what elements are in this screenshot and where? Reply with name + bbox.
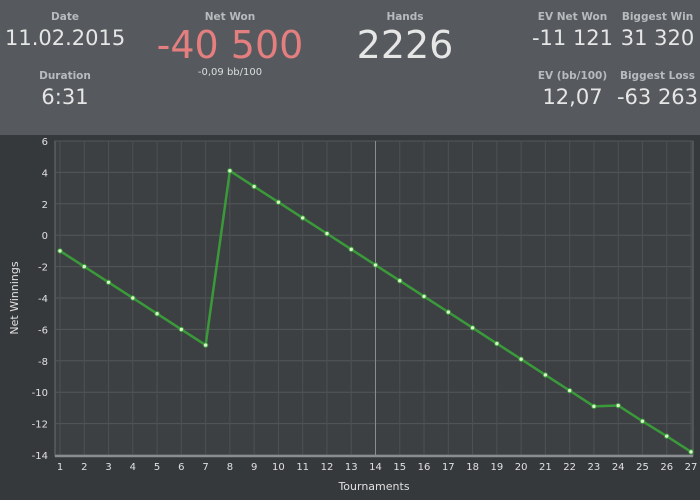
data-point[interactable] xyxy=(324,230,330,237)
data-point[interactable] xyxy=(494,340,500,347)
x-tick-label: 18 xyxy=(466,462,479,473)
y-tick-label: -4 xyxy=(38,294,48,305)
x-tick-label: 15 xyxy=(393,462,406,473)
data-point[interactable] xyxy=(81,263,87,270)
net-won-label: Net Won xyxy=(204,11,256,23)
data-point[interactable] xyxy=(251,183,257,190)
duration-value: 6:31 xyxy=(41,85,89,109)
date-stat: Date 11.02.2015 xyxy=(5,11,125,50)
x-tick-label: 21 xyxy=(539,462,552,473)
hands-value: 2226 xyxy=(356,23,454,67)
x-tick-label: 3 xyxy=(105,462,111,473)
data-point[interactable] xyxy=(688,449,694,455)
session-summary-header: Date 11.02.2015 Duration 6:31 Net Won -4… xyxy=(0,0,700,135)
net-winnings-chart[interactable]: 6 4 2 0 -2 -4 -6 -8 -10 -12 -14 1 2 3 4 5 6 7 8 9 10 11 12 13 14… xyxy=(0,135,700,496)
data-point[interactable] xyxy=(178,326,185,333)
biggest-loss-stat: Biggest Loss -63 263 xyxy=(615,70,700,109)
biggest-loss-value: -63 263 xyxy=(616,85,699,109)
biggest-win-value: 31 320 xyxy=(620,26,695,50)
data-point[interactable] xyxy=(275,199,282,205)
date-value: 11.02.2015 xyxy=(5,26,126,50)
y-tick-label: 6 xyxy=(42,137,48,148)
data-point[interactable] xyxy=(664,433,670,439)
data-point[interactable] xyxy=(445,309,452,315)
hands-label: Hands xyxy=(386,11,424,23)
ev-bb100-stat: EV (bb/100) 12,07 xyxy=(530,70,615,109)
x-tick-label: 8 xyxy=(227,462,233,473)
data-point[interactable] xyxy=(615,402,621,409)
biggest-win-label: Biggest Win xyxy=(621,11,694,23)
data-point[interactable] xyxy=(154,311,160,317)
x-tick-label: 11 xyxy=(296,462,309,473)
y-tick-label: -2 xyxy=(38,263,48,274)
data-point[interactable] xyxy=(105,279,112,286)
duration-stat: Duration 6:31 xyxy=(5,70,125,109)
x-axis-label: Tournaments xyxy=(337,480,409,493)
x-tick-label: 14 xyxy=(369,462,382,473)
y-tick-label: 4 xyxy=(42,168,48,179)
data-point[interactable] xyxy=(518,356,524,362)
biggest-win-stat: Biggest Win 31 320 xyxy=(615,11,700,50)
x-tick-label: 4 xyxy=(130,462,136,473)
data-point[interactable] xyxy=(542,372,549,378)
x-tick-label: 25 xyxy=(636,462,649,473)
duration-label: Duration xyxy=(39,70,91,82)
x-tick-label: 27 xyxy=(685,462,698,473)
data-point[interactable] xyxy=(566,387,573,394)
x-tick-label: 2 xyxy=(81,462,87,473)
y-tick-label: -12 xyxy=(32,420,48,431)
data-point[interactable] xyxy=(202,342,209,348)
ev-bb100-value: 12,07 xyxy=(542,85,603,109)
x-tick-label: 16 xyxy=(418,462,431,473)
data-point[interactable] xyxy=(639,418,646,424)
x-tick-label: 5 xyxy=(154,462,160,473)
x-tick-label: 7 xyxy=(202,462,208,473)
hands-stat: Hands 2226 xyxy=(330,11,480,67)
ev-bb100-label: EV (bb/100) xyxy=(537,70,608,82)
biggest-loss-label: Biggest Loss xyxy=(619,70,696,82)
data-point[interactable] xyxy=(130,295,136,301)
x-tick-label: 12 xyxy=(321,462,334,473)
x-tick-label: 23 xyxy=(588,462,601,473)
data-point[interactable] xyxy=(227,168,233,174)
data-point[interactable] xyxy=(591,403,597,410)
net-won-bb100: -0,09 bb/100 xyxy=(197,67,263,78)
ev-net-won-label: EV Net Won xyxy=(537,11,608,23)
x-tick-label: 20 xyxy=(515,462,528,473)
data-point[interactable] xyxy=(397,278,403,284)
y-tick-label: -14 xyxy=(32,451,48,462)
y-tick-label: 0 xyxy=(42,231,48,242)
y-tick-label: -6 xyxy=(38,325,48,336)
y-axis-label: Net Winnings xyxy=(8,261,21,334)
y-tick-label: 2 xyxy=(42,200,48,211)
data-point[interactable] xyxy=(469,325,476,331)
x-tick-label: 13 xyxy=(345,462,358,473)
x-tick-label: 24 xyxy=(612,462,625,473)
data-points xyxy=(57,168,694,455)
x-tick-label: 22 xyxy=(563,462,576,473)
data-point[interactable] xyxy=(421,293,427,300)
x-tick-label: 10 xyxy=(272,462,285,473)
y-tick-label: -8 xyxy=(38,357,48,368)
ev-net-won-stat: EV Net Won -11 121 xyxy=(530,11,615,50)
x-tick-label: 9 xyxy=(251,462,257,473)
y-tick-label: -10 xyxy=(32,388,48,399)
data-point[interactable] xyxy=(299,215,306,221)
data-point[interactable] xyxy=(348,246,354,253)
net-won-value: -40 500 xyxy=(156,23,304,67)
x-tick-label: 26 xyxy=(660,462,673,473)
data-point[interactable] xyxy=(57,248,63,254)
x-tick-label: 19 xyxy=(490,462,503,473)
x-tick-label: 6 xyxy=(178,462,184,473)
data-point[interactable] xyxy=(372,262,379,268)
grid xyxy=(55,140,693,456)
x-tick-label: 17 xyxy=(442,462,455,473)
x-tick-label: 1 xyxy=(57,462,63,473)
ev-net-won-value: -11 121 xyxy=(531,26,614,50)
net-won-stat: Net Won -40 500 -0,09 bb/100 xyxy=(140,11,320,78)
date-label: Date xyxy=(51,11,79,23)
